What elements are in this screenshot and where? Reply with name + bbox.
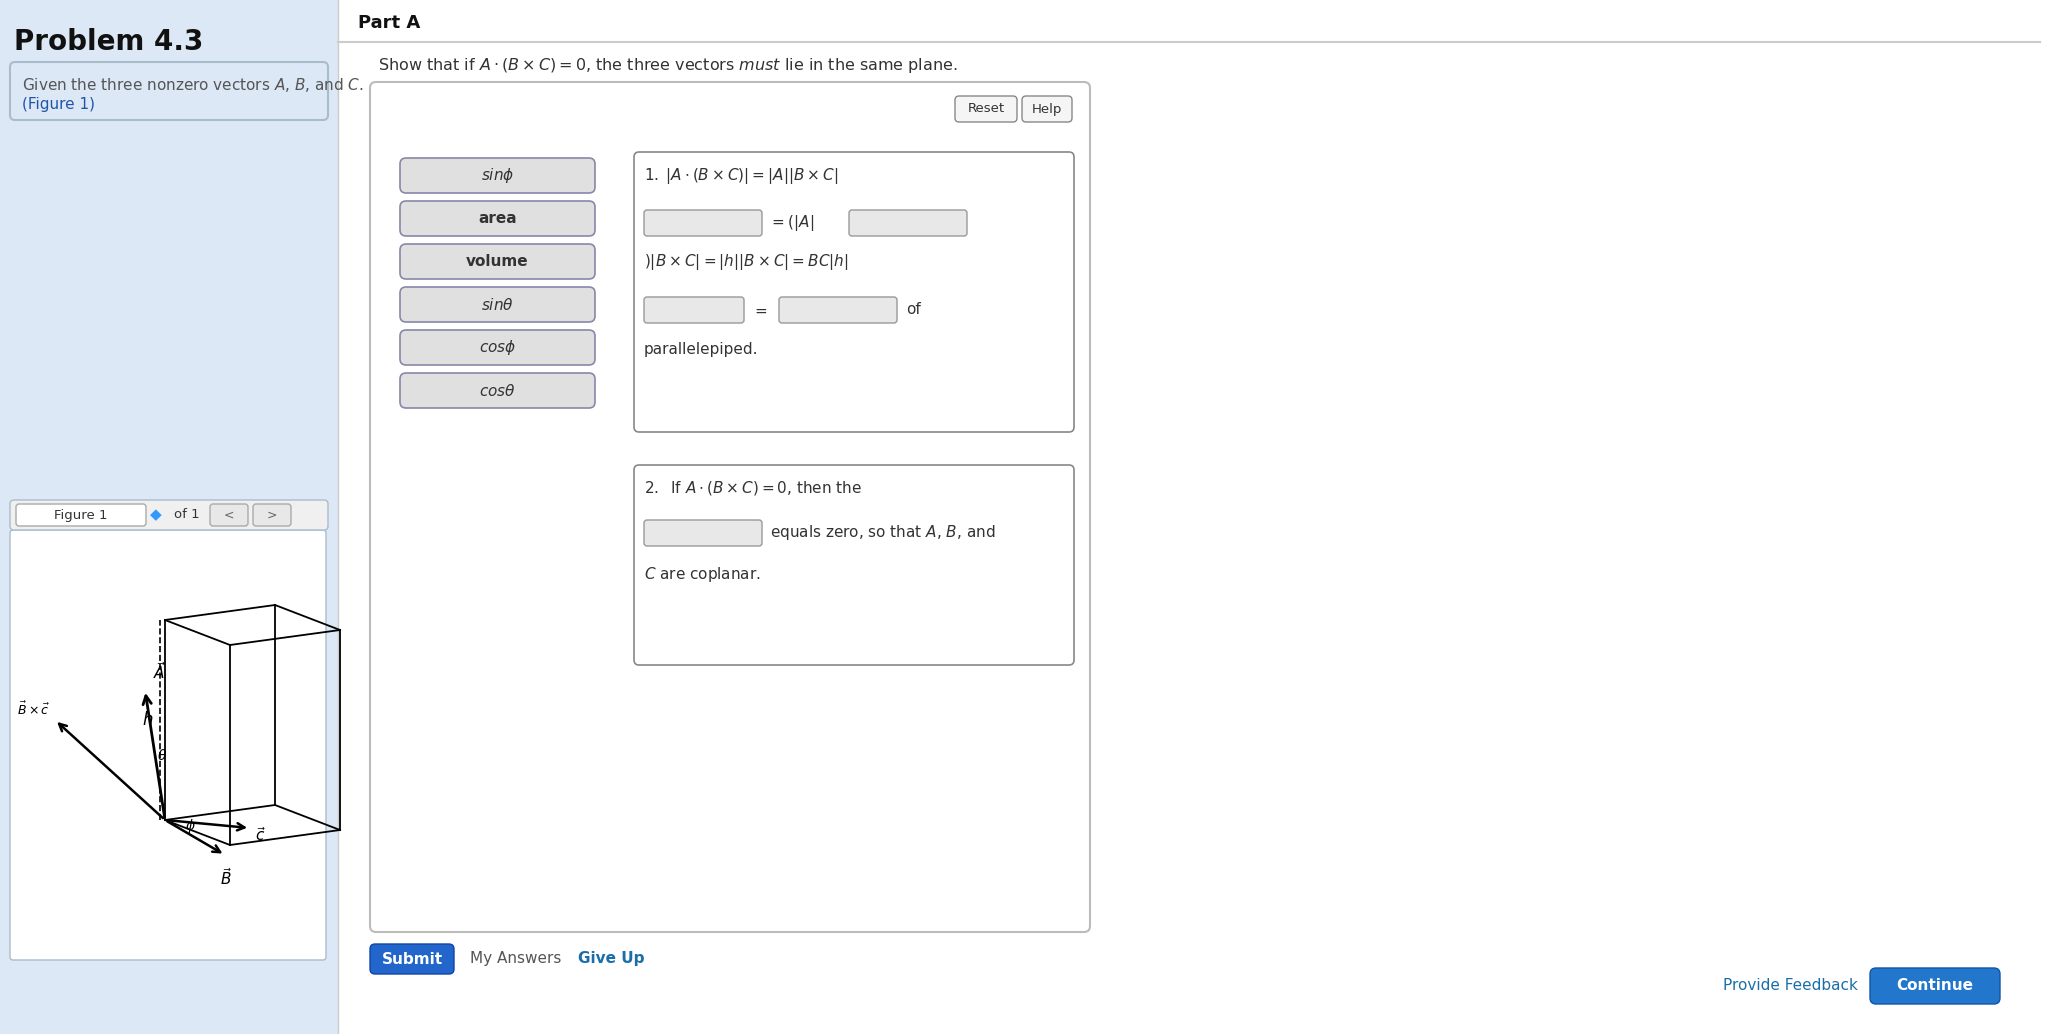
- Text: Provide Feedback: Provide Feedback: [1723, 977, 1858, 993]
- FancyBboxPatch shape: [1870, 968, 2001, 1004]
- Text: $sin\phi$: $sin\phi$: [481, 166, 514, 185]
- Text: Show that if $A \cdot (B \times C) = 0$, the three vectors $\mathit{must}$ lie i: Show that if $A \cdot (B \times C) = 0$,…: [379, 56, 958, 75]
- Text: >: >: [266, 509, 278, 521]
- Text: $C$ are coplanar.: $C$ are coplanar.: [644, 565, 761, 584]
- Text: area: area: [479, 211, 518, 226]
- Text: Reset: Reset: [968, 102, 1005, 116]
- Text: $=$: $=$: [753, 303, 767, 317]
- Text: ◆: ◆: [149, 508, 162, 522]
- Text: $2.\;$ If $A \cdot (B \times C) = 0$, then the: $2.\;$ If $A \cdot (B \times C) = 0$, th…: [644, 479, 861, 497]
- FancyBboxPatch shape: [254, 504, 291, 526]
- Text: $cos\theta$: $cos\theta$: [479, 383, 516, 398]
- FancyBboxPatch shape: [634, 152, 1074, 432]
- FancyBboxPatch shape: [401, 373, 595, 408]
- FancyBboxPatch shape: [401, 330, 595, 365]
- Text: <: <: [223, 509, 233, 521]
- FancyBboxPatch shape: [401, 201, 595, 236]
- Text: $cos\phi$: $cos\phi$: [479, 338, 516, 357]
- Text: $= (|A|$: $= (|A|$: [769, 213, 814, 233]
- Text: Given the three nonzero vectors $\mathit{A}$, $\mathit{B}$, and $\mathit{C}$.: Given the three nonzero vectors $\mathit…: [23, 77, 364, 94]
- FancyBboxPatch shape: [849, 210, 968, 236]
- FancyBboxPatch shape: [401, 244, 595, 279]
- Text: $\phi$: $\phi$: [184, 817, 196, 835]
- FancyBboxPatch shape: [211, 504, 248, 526]
- Text: My Answers: My Answers: [471, 951, 561, 967]
- Text: $\theta$: $\theta$: [158, 748, 168, 763]
- Text: Help: Help: [1031, 102, 1062, 116]
- Text: Problem 4.3: Problem 4.3: [14, 28, 203, 56]
- Text: Give Up: Give Up: [579, 951, 644, 967]
- FancyBboxPatch shape: [10, 62, 327, 120]
- FancyBboxPatch shape: [644, 210, 761, 236]
- FancyBboxPatch shape: [644, 520, 761, 546]
- Text: of 1: of 1: [174, 509, 201, 521]
- FancyBboxPatch shape: [370, 82, 1091, 932]
- FancyBboxPatch shape: [1023, 96, 1072, 122]
- Text: volume: volume: [466, 254, 528, 269]
- Text: Part A: Part A: [358, 14, 419, 32]
- FancyBboxPatch shape: [780, 297, 896, 323]
- Text: Continue: Continue: [1897, 978, 1974, 994]
- Text: equals zero, so that $A$, $B$, and: equals zero, so that $A$, $B$, and: [769, 523, 996, 543]
- Text: $\vec{A}$: $\vec{A}$: [153, 661, 166, 682]
- Text: (Figure 1): (Figure 1): [23, 97, 94, 112]
- FancyBboxPatch shape: [370, 944, 454, 974]
- FancyBboxPatch shape: [10, 500, 327, 530]
- FancyBboxPatch shape: [401, 287, 595, 322]
- Text: of: of: [906, 303, 921, 317]
- Text: $1.\;|A \cdot (B \times C)| = |A||B \times C|$: $1.\;|A \cdot (B \times C)| = |A||B \tim…: [644, 166, 839, 186]
- Bar: [0, 0, 338, 1034]
- FancyBboxPatch shape: [634, 465, 1074, 665]
- FancyBboxPatch shape: [10, 530, 325, 960]
- FancyBboxPatch shape: [955, 96, 1017, 122]
- Text: parallelepiped.: parallelepiped.: [644, 342, 759, 357]
- FancyBboxPatch shape: [644, 297, 745, 323]
- FancyBboxPatch shape: [16, 504, 145, 526]
- Text: $)|B \times C| = |h||B \times C| = BC|h|$: $)|B \times C| = |h||B \times C| = BC|h|…: [644, 252, 849, 272]
- Text: $\vec{B}\times\vec{c}$: $\vec{B}\times\vec{c}$: [16, 701, 49, 718]
- Text: $sin\theta$: $sin\theta$: [481, 297, 514, 312]
- Text: Submit: Submit: [381, 951, 442, 967]
- Text: $\vec{c}$: $\vec{c}$: [256, 826, 266, 844]
- Bar: [338, 0, 2046, 1034]
- Text: $\vec{B}$: $\vec{B}$: [221, 866, 233, 888]
- FancyBboxPatch shape: [401, 158, 595, 193]
- Text: Figure 1: Figure 1: [55, 509, 108, 521]
- Text: $h$: $h$: [141, 711, 153, 729]
